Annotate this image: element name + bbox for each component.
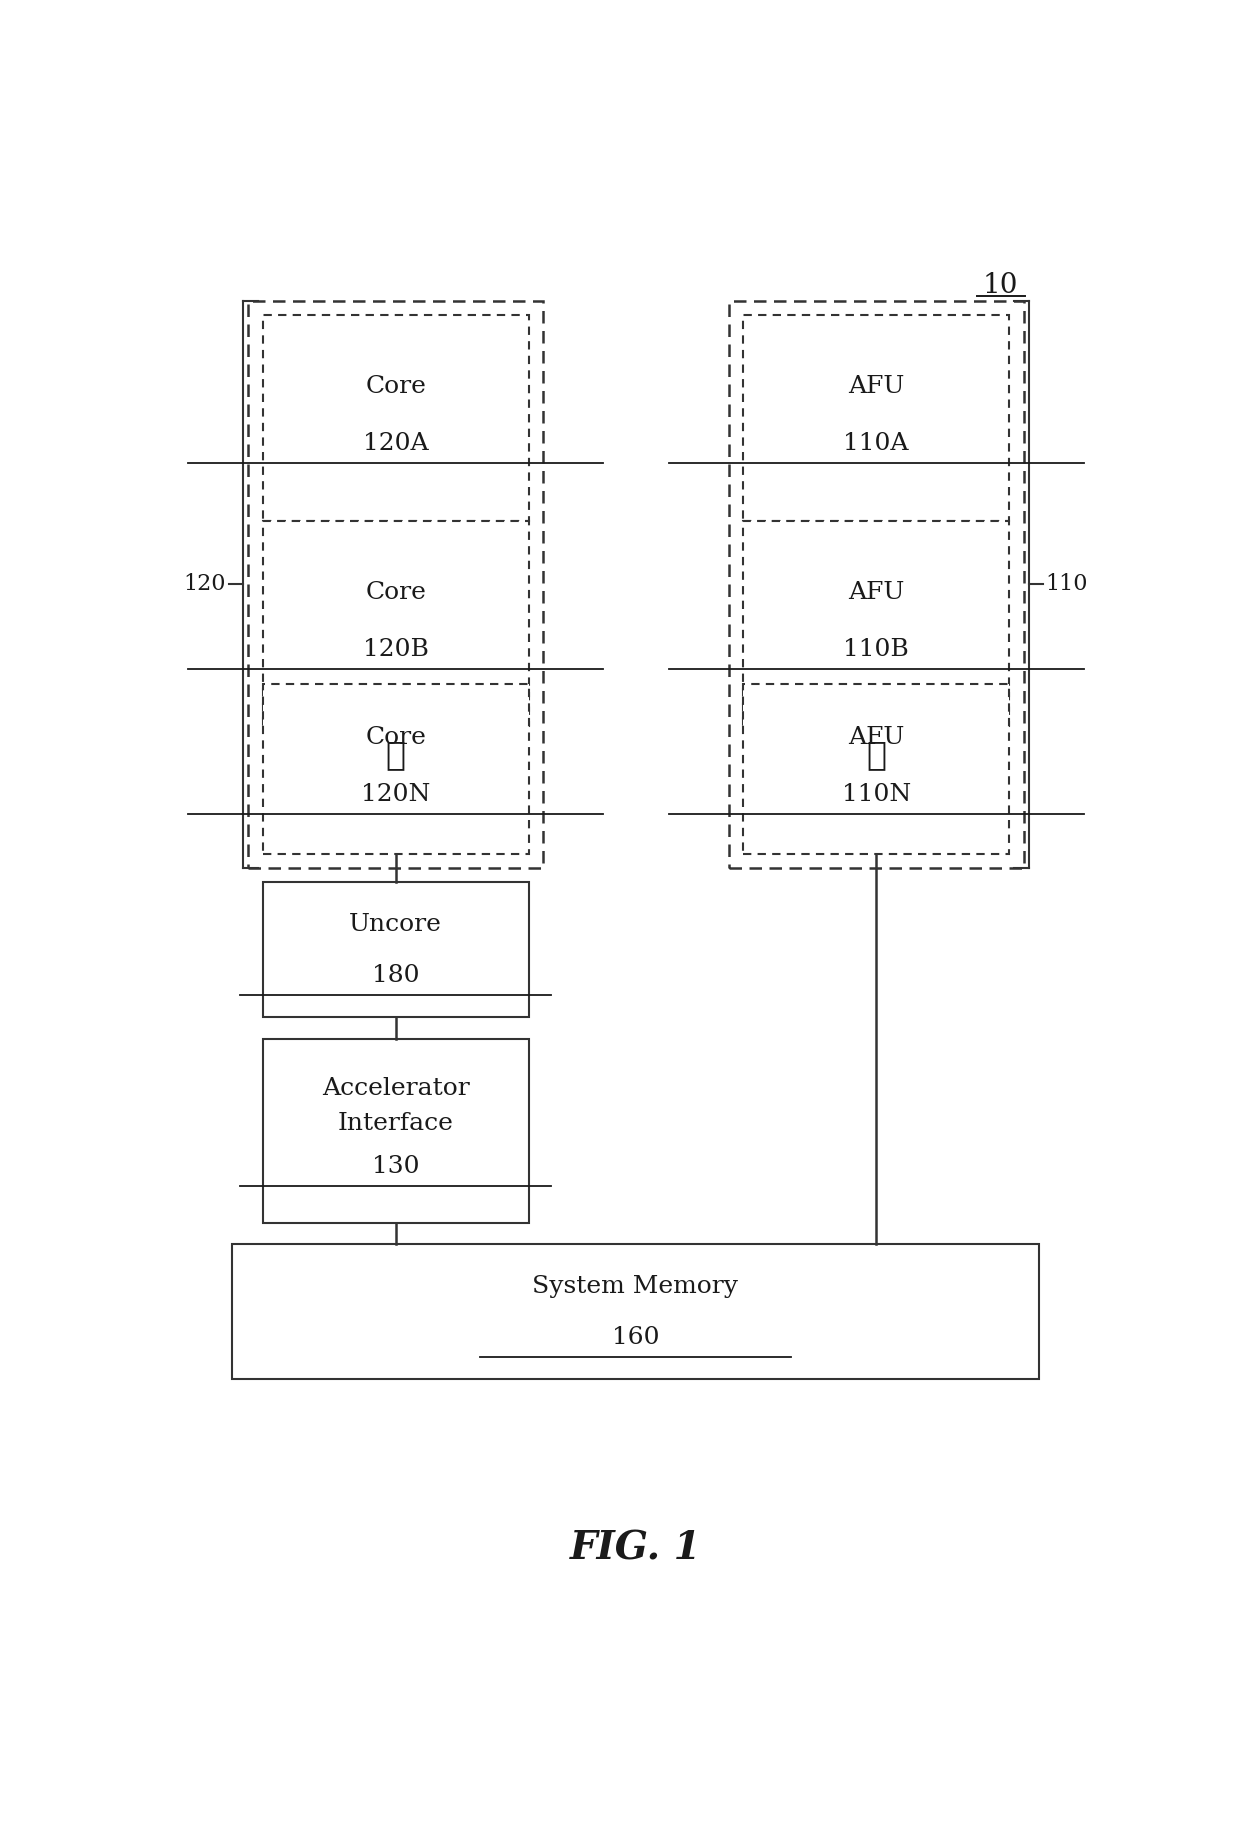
Text: Core: Core — [366, 374, 427, 398]
Text: 110: 110 — [1045, 573, 1089, 595]
Text: Core: Core — [366, 581, 427, 605]
Text: Core: Core — [366, 726, 427, 750]
Text: 110A: 110A — [843, 431, 909, 455]
Bar — [263, 315, 528, 520]
Text: 110B: 110B — [843, 638, 909, 660]
Text: System Memory: System Memory — [532, 1275, 739, 1297]
Bar — [232, 1244, 1039, 1379]
Text: AFU: AFU — [848, 726, 904, 750]
Text: ⋮: ⋮ — [386, 739, 405, 770]
Text: Interface: Interface — [337, 1111, 454, 1135]
Text: 160: 160 — [611, 1325, 660, 1349]
Bar — [729, 300, 1024, 868]
Bar — [743, 684, 1009, 853]
Bar — [248, 300, 543, 868]
Text: 120N: 120N — [361, 783, 430, 805]
Bar — [263, 1039, 528, 1224]
Text: 120: 120 — [184, 573, 226, 595]
Text: FIG. 1: FIG. 1 — [569, 1530, 702, 1567]
Text: 120A: 120A — [363, 431, 429, 455]
Text: Accelerator: Accelerator — [322, 1076, 470, 1100]
Text: ⋮: ⋮ — [867, 739, 887, 770]
Text: AFU: AFU — [848, 581, 904, 605]
Bar — [263, 883, 528, 1017]
Bar — [743, 315, 1009, 520]
Text: AFU: AFU — [848, 374, 904, 398]
Text: 110N: 110N — [842, 783, 911, 805]
Text: 130: 130 — [372, 1156, 419, 1178]
Text: 10: 10 — [983, 271, 1018, 299]
Bar — [263, 684, 528, 853]
Text: 180: 180 — [372, 964, 419, 986]
Text: 120B: 120B — [363, 638, 429, 660]
Bar — [263, 520, 528, 726]
Text: Uncore: Uncore — [350, 912, 443, 936]
Bar — [743, 520, 1009, 726]
